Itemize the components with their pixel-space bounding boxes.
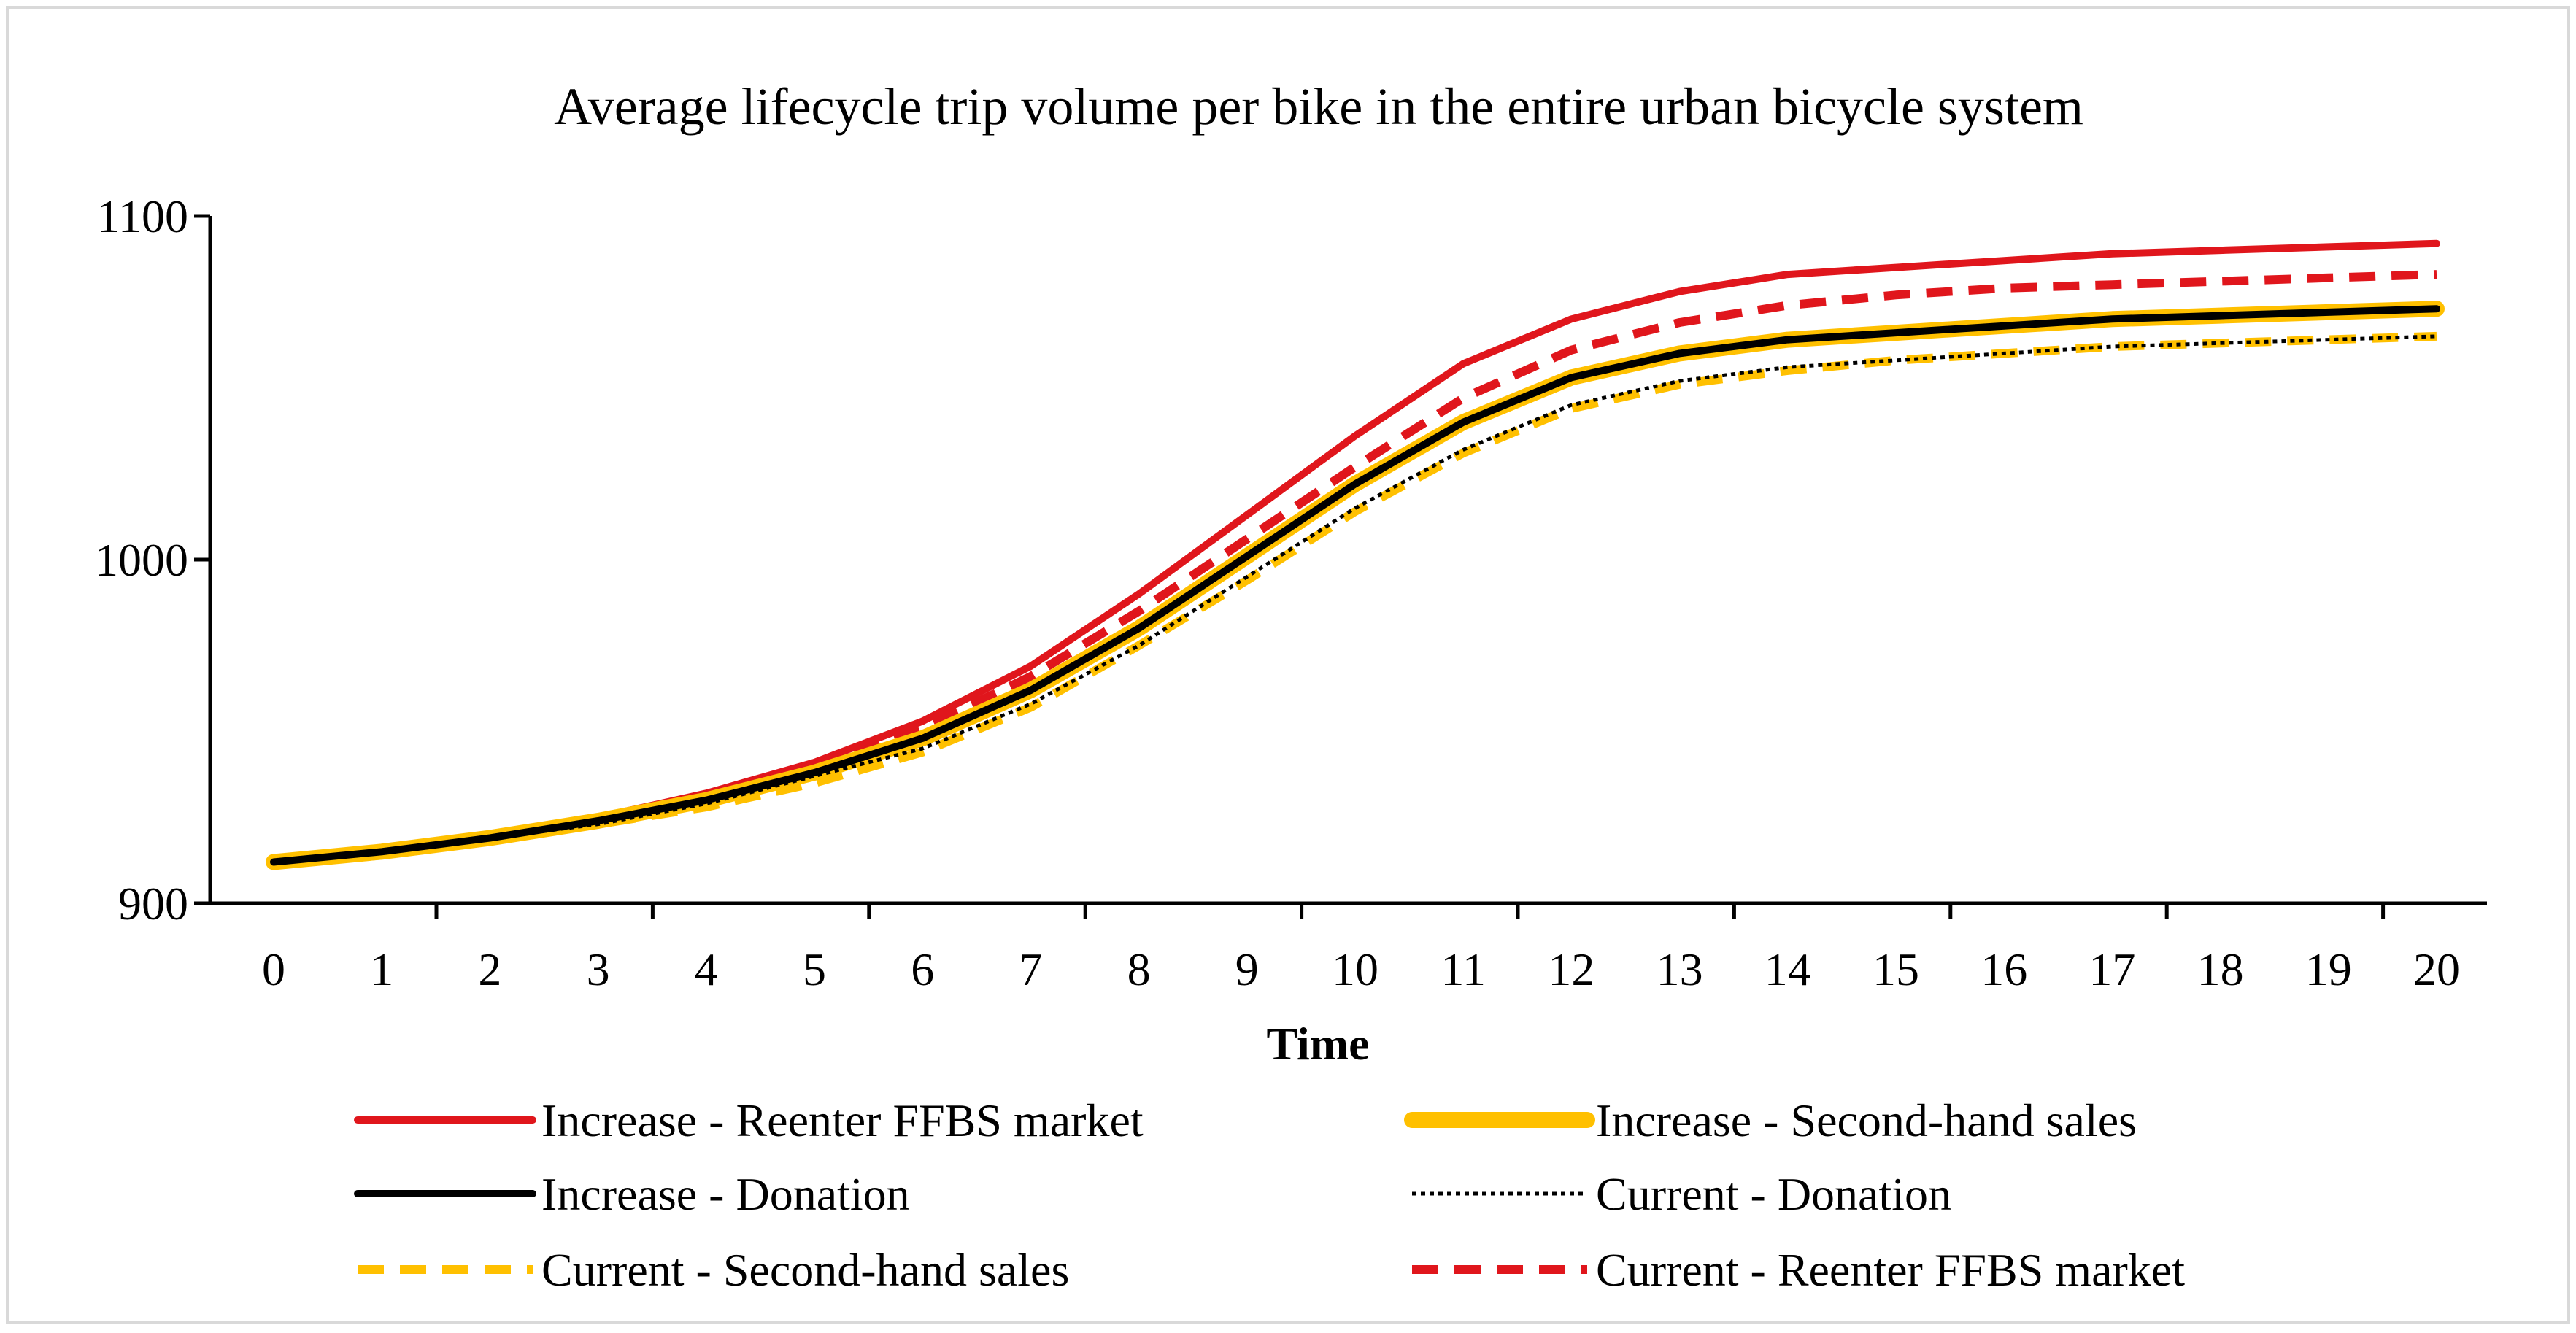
legend-label: Increase - Donation: [541, 1168, 910, 1220]
y-tick-label: 1000: [95, 534, 188, 586]
x-tick-label: 19: [2305, 943, 2352, 995]
x-tick-label: 10: [1332, 943, 1378, 995]
legend-label: Current - Donation: [1596, 1168, 1951, 1220]
legend: Increase - Reenter FFBS market Increase -…: [354, 1094, 2185, 1296]
y-tick-label: 900: [118, 878, 188, 930]
legend-label: Increase - Second-hand sales: [1596, 1094, 2137, 1146]
x-tick-label: 15: [1873, 943, 1919, 995]
x-tick-label: 20: [2413, 943, 2460, 995]
chart-title: Average lifecycle trip volume per bike i…: [554, 77, 2083, 136]
legend-item: Increase - Donation: [354, 1168, 910, 1220]
legend-label: Increase - Reenter FFBS market: [541, 1094, 1144, 1146]
x-tick-label: 2: [478, 943, 501, 995]
series-line-increase-donation: [270, 305, 2440, 866]
x-tick-label: 9: [1235, 943, 1259, 995]
chart-border: [6, 6, 2570, 1324]
y-tick-label: 1100: [96, 190, 188, 242]
legend-item: Current - Donation: [1412, 1168, 1951, 1220]
legend-label: Current - Second-hand sales: [541, 1244, 1069, 1296]
legend-item: Increase - Reenter FFBS market: [354, 1094, 1144, 1146]
series-lines: [266, 239, 2445, 870]
x-tick-label: 4: [695, 943, 718, 995]
x-tick-label: 16: [1981, 943, 2027, 995]
legend-item: Increase - Second-hand sales: [1404, 1094, 2137, 1146]
x-tick-label: 3: [587, 943, 610, 995]
x-tick-label: 14: [1765, 943, 1811, 995]
x-tick-label: 18: [2197, 943, 2244, 995]
legend-item: Current - Second-hand sales: [358, 1244, 1069, 1296]
x-tick-label: 8: [1127, 943, 1151, 995]
x-tick-label: 1: [370, 943, 393, 995]
x-axis-title: Time: [1266, 1018, 1369, 1070]
x-tick-label: 11: [1441, 943, 1486, 995]
x-tick-label: 6: [911, 943, 934, 995]
series-line-current-donation: [273, 334, 2437, 864]
x-tick-label: 5: [803, 943, 826, 995]
x-tick-label: 12: [1548, 943, 1594, 995]
legend-item: Current - Reenter FFBS market: [1412, 1244, 2185, 1296]
x-tick-label: 13: [1657, 943, 1703, 995]
x-tick-label: 7: [1019, 943, 1042, 995]
x-tick-label: 17: [2089, 943, 2135, 995]
x-tick-label: 0: [262, 943, 285, 995]
legend-label: Current - Reenter FFBS market: [1596, 1244, 2185, 1296]
